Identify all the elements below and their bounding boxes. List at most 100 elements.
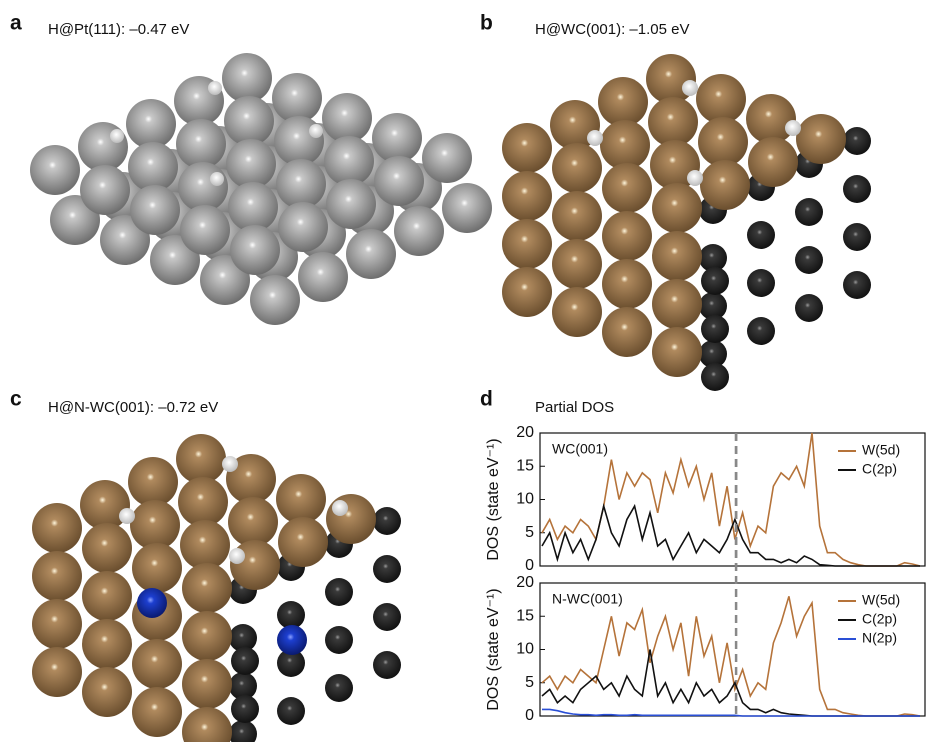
atom bbox=[422, 133, 472, 183]
y-tick-label: 15 bbox=[516, 457, 534, 474]
atom bbox=[132, 687, 182, 737]
atom bbox=[82, 571, 132, 621]
atom bbox=[32, 503, 82, 553]
atom bbox=[132, 639, 182, 689]
panel-title: H@N-WC(001): –0.72 eV bbox=[48, 399, 218, 416]
legend-label: W(5d) bbox=[862, 442, 900, 458]
atom bbox=[130, 185, 180, 235]
atom bbox=[277, 697, 305, 725]
atom bbox=[332, 500, 348, 516]
atom bbox=[373, 603, 401, 631]
atom bbox=[442, 183, 492, 233]
atom bbox=[843, 175, 871, 203]
atom bbox=[228, 182, 278, 232]
atom bbox=[277, 601, 305, 629]
panel-title: H@WC(001): –1.05 eV bbox=[535, 21, 689, 38]
atom bbox=[322, 93, 372, 143]
atom bbox=[373, 555, 401, 583]
atom bbox=[176, 119, 226, 169]
dos-line bbox=[542, 650, 920, 717]
atom bbox=[222, 53, 272, 103]
atom bbox=[747, 221, 775, 249]
atom bbox=[652, 327, 702, 377]
atom bbox=[552, 239, 602, 289]
y-tick-label: 10 bbox=[516, 641, 534, 658]
atom bbox=[178, 162, 228, 212]
atom bbox=[110, 129, 124, 143]
legend-label: C(2p) bbox=[862, 611, 897, 627]
atom bbox=[178, 477, 228, 527]
atom bbox=[602, 307, 652, 357]
panel-label: c bbox=[10, 388, 22, 411]
atom bbox=[182, 611, 232, 661]
atom bbox=[272, 73, 322, 123]
atom bbox=[652, 279, 702, 329]
atom bbox=[176, 434, 226, 484]
legend-label: C(2p) bbox=[862, 461, 897, 477]
y-tick-label: 0 bbox=[525, 707, 534, 724]
atom bbox=[231, 695, 259, 723]
atom bbox=[374, 156, 424, 206]
atom bbox=[600, 120, 650, 170]
annotation: WC(001) bbox=[552, 441, 608, 457]
atom bbox=[226, 139, 276, 189]
atom bbox=[222, 456, 238, 472]
panel-label: d bbox=[480, 388, 493, 411]
panel-label: b bbox=[480, 12, 493, 35]
atom bbox=[224, 96, 274, 146]
atom bbox=[277, 625, 307, 655]
atom bbox=[648, 97, 698, 147]
atom bbox=[229, 720, 257, 742]
atom bbox=[796, 114, 846, 164]
y-tick-label: 15 bbox=[516, 607, 534, 624]
atom bbox=[180, 205, 230, 255]
y-tick-label: 0 bbox=[525, 557, 534, 574]
y-axis-title: DOS (state eV⁻¹) bbox=[485, 588, 502, 710]
y-tick-label: 20 bbox=[516, 574, 534, 591]
atom bbox=[696, 74, 746, 124]
atom bbox=[32, 647, 82, 697]
atom bbox=[747, 317, 775, 345]
atom bbox=[210, 172, 224, 186]
atom bbox=[298, 252, 348, 302]
atom bbox=[32, 599, 82, 649]
atom bbox=[326, 179, 376, 229]
legend-label: N(2p) bbox=[862, 630, 897, 646]
atom bbox=[346, 229, 396, 279]
atom bbox=[128, 457, 178, 507]
atom bbox=[324, 136, 374, 186]
atom bbox=[785, 120, 801, 136]
atom bbox=[278, 202, 328, 252]
atom bbox=[82, 523, 132, 573]
atom bbox=[598, 77, 648, 127]
atom bbox=[276, 474, 326, 524]
atom bbox=[687, 170, 703, 186]
y-axis-title: DOS (state eV⁻¹) bbox=[485, 438, 502, 560]
atom bbox=[78, 122, 128, 172]
atom bbox=[701, 315, 729, 343]
atom bbox=[278, 517, 328, 567]
atom bbox=[274, 116, 324, 166]
atom bbox=[682, 80, 698, 96]
atom bbox=[373, 651, 401, 679]
atom bbox=[208, 81, 222, 95]
atom bbox=[372, 113, 422, 163]
atom bbox=[748, 137, 798, 187]
y-tick-label: 20 bbox=[516, 424, 534, 441]
atom bbox=[552, 143, 602, 193]
atom bbox=[602, 259, 652, 309]
atom bbox=[180, 520, 230, 570]
atom bbox=[325, 626, 353, 654]
atom bbox=[137, 588, 167, 618]
atom bbox=[602, 211, 652, 261]
atom bbox=[652, 183, 702, 233]
atom bbox=[747, 269, 775, 297]
atom bbox=[373, 507, 401, 535]
atom bbox=[80, 165, 130, 215]
atomic-models bbox=[30, 53, 871, 742]
atom bbox=[119, 508, 135, 524]
atom bbox=[250, 275, 300, 325]
atom bbox=[795, 246, 823, 274]
atom bbox=[646, 54, 696, 104]
